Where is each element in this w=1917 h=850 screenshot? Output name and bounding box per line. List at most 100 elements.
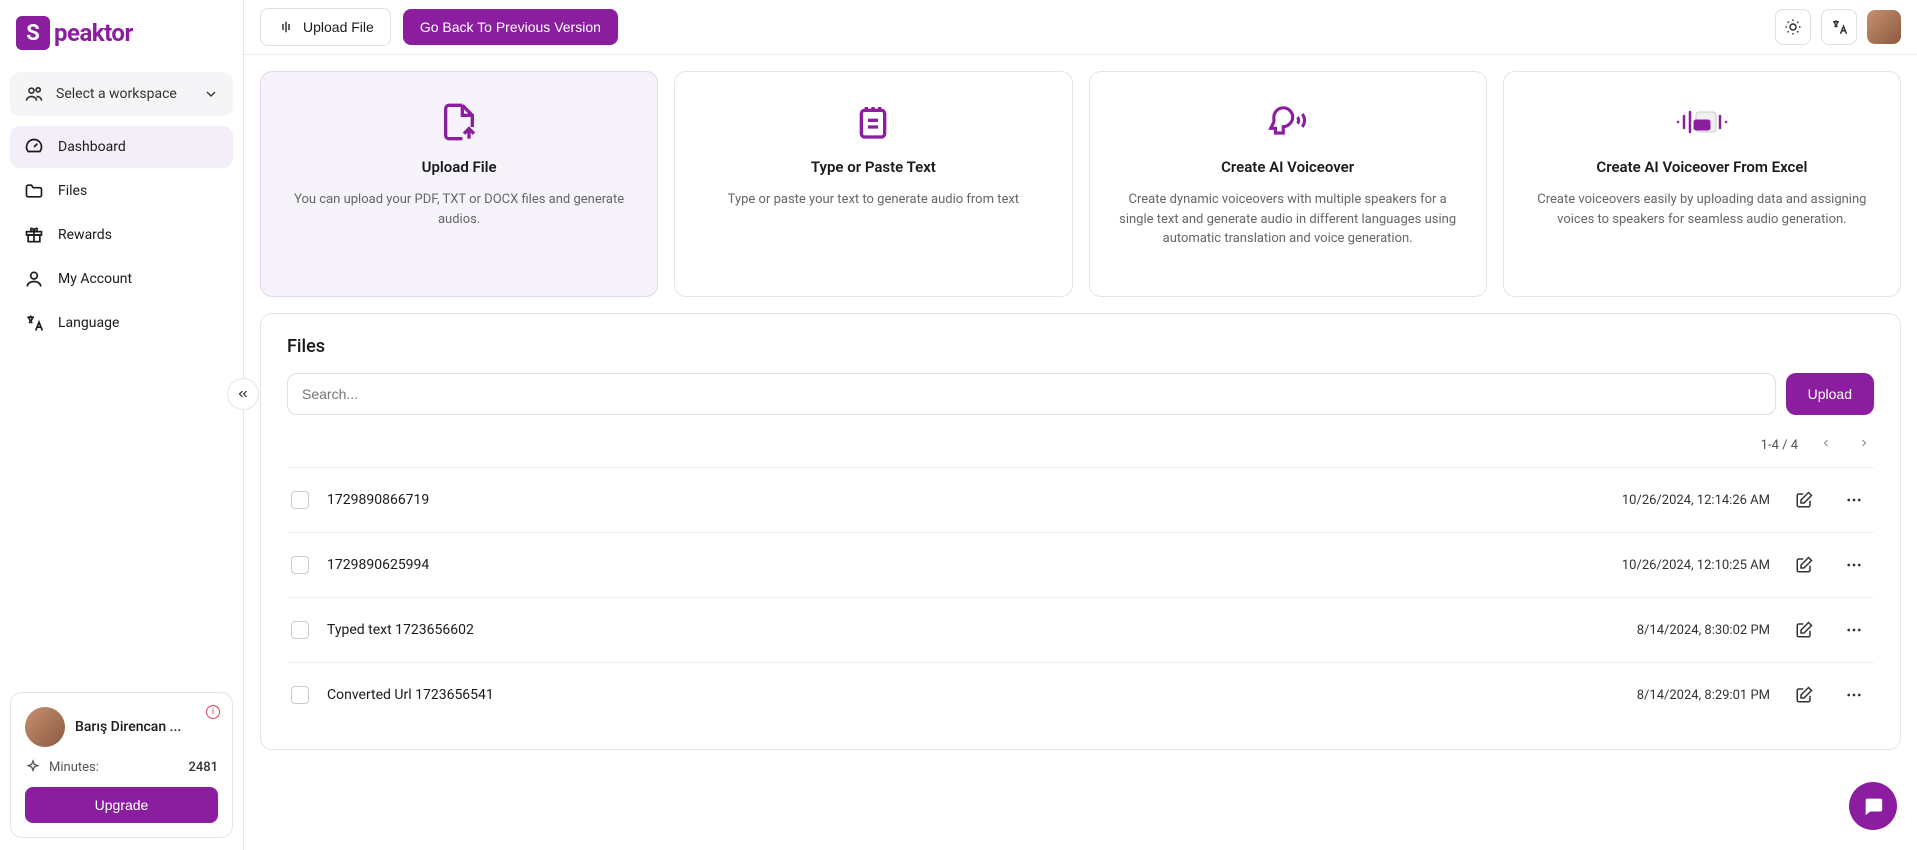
file-row[interactable]: 1729890866719 10/26/2024, 12:14:26 AM (287, 467, 1874, 532)
edit-button[interactable] (1788, 549, 1820, 581)
audio-wave-icon (277, 18, 295, 36)
more-button[interactable] (1838, 549, 1870, 581)
chevrons-left-icon (236, 387, 250, 401)
files-title: Files (287, 336, 1874, 357)
pager-prev[interactable] (1816, 433, 1836, 457)
chevron-left-icon (1820, 437, 1832, 449)
excel-audio-icon: xls (1672, 102, 1732, 142)
card-title: Create AI Voiceover From Excel (1596, 158, 1807, 176)
sidebar: S peaktor Select a workspace Dashboard F… (0, 0, 244, 850)
user-panel: Barış Direncan ... i Minutes: 2481 Upgra… (10, 692, 233, 838)
file-name: Converted Url 1723656541 (327, 687, 1552, 703)
nav-label: Language (58, 315, 119, 331)
search-input[interactable] (287, 373, 1776, 415)
sparkle-icon (25, 759, 41, 775)
nav-label: Dashboard (58, 139, 126, 155)
nav-label: My Account (58, 271, 132, 287)
gift-icon (24, 225, 44, 245)
file-date: 10/26/2024, 12:14:26 AM (1570, 493, 1770, 508)
sun-icon (1784, 18, 1802, 36)
topbar: Upload File Go Back To Previous Version (244, 0, 1917, 55)
file-name: Typed text 1723656602 (327, 622, 1552, 638)
sidebar-item-files[interactable]: Files (10, 170, 233, 212)
checkbox[interactable] (291, 621, 309, 639)
minutes-row: Minutes: 2481 (25, 759, 218, 775)
card-desc: Create voiceovers easily by uploading da… (1526, 190, 1878, 229)
notepad-icon (853, 102, 893, 142)
more-button[interactable] (1838, 614, 1870, 646)
collapse-sidebar-button[interactable] (227, 378, 259, 410)
edit-icon (1795, 556, 1813, 574)
minutes-value: 2481 (188, 760, 218, 775)
checkbox[interactable] (291, 686, 309, 704)
button-label: Upload File (303, 19, 374, 35)
info-icon: i (206, 705, 220, 719)
avatar[interactable] (1867, 10, 1901, 44)
more-button[interactable] (1838, 679, 1870, 711)
pager: 1-4 / 4 (287, 427, 1874, 467)
card-ai-voiceover[interactable]: Create AI Voiceover Create dynamic voice… (1089, 71, 1487, 297)
sidebar-item-language[interactable]: Language (10, 302, 233, 344)
card-title: Upload File (422, 158, 497, 176)
voice-icon (1266, 102, 1310, 142)
user-name: Barış Direncan ... (75, 719, 218, 735)
sidebar-item-rewards[interactable]: Rewards (10, 214, 233, 256)
upload-file-button[interactable]: Upload File (260, 8, 391, 46)
pager-next[interactable] (1854, 433, 1874, 457)
pager-range: 1-4 / 4 (1761, 438, 1798, 453)
checkbox[interactable] (291, 556, 309, 574)
upload-button[interactable]: Upload (1786, 373, 1874, 415)
checkbox[interactable] (291, 491, 309, 509)
user-icon (24, 269, 44, 289)
user-row[interactable]: Barış Direncan ... i (25, 707, 218, 747)
file-name: 1729890625994 (327, 557, 1552, 573)
users-icon (24, 84, 44, 104)
card-desc: Type or paste your text to generate audi… (728, 190, 1019, 210)
nav: Dashboard Files Rewards My Account Langu… (10, 126, 233, 344)
gauge-icon (24, 137, 44, 157)
file-row[interactable]: Converted Url 1723656541 8/14/2024, 8:29… (287, 662, 1874, 727)
edit-button[interactable] (1788, 614, 1820, 646)
chat-icon (1862, 795, 1884, 817)
chevron-down-icon (203, 86, 219, 102)
card-title: Type or Paste Text (811, 158, 936, 176)
sidebar-item-account[interactable]: My Account (10, 258, 233, 300)
more-icon (1845, 556, 1863, 574)
file-row[interactable]: Typed text 1723656602 8/14/2024, 8:30:02… (287, 597, 1874, 662)
workspace-selector[interactable]: Select a workspace (10, 72, 233, 116)
file-date: 8/14/2024, 8:29:01 PM (1570, 688, 1770, 703)
card-desc: Create dynamic voiceovers with multiple … (1112, 190, 1464, 249)
edit-button[interactable] (1788, 679, 1820, 711)
go-back-button[interactable]: Go Back To Previous Version (403, 9, 618, 45)
logo[interactable]: S peaktor (10, 12, 233, 66)
card-upload-file[interactable]: Upload File You can upload your PDF, TXT… (260, 71, 658, 297)
avatar (25, 707, 65, 747)
language-button[interactable] (1821, 9, 1857, 45)
card-type-text[interactable]: Type or Paste Text Type or paste your te… (674, 71, 1072, 297)
chat-fab[interactable] (1849, 782, 1897, 830)
file-row[interactable]: 1729890625994 10/26/2024, 12:10:25 AM (287, 532, 1874, 597)
file-name: 1729890866719 (327, 492, 1552, 508)
file-date: 8/14/2024, 8:30:02 PM (1570, 623, 1770, 638)
edit-icon (1795, 491, 1813, 509)
more-icon (1845, 621, 1863, 639)
workspace-label: Select a workspace (56, 86, 177, 102)
folder-icon (24, 181, 44, 201)
edit-icon (1795, 686, 1813, 704)
sidebar-item-dashboard[interactable]: Dashboard (10, 126, 233, 168)
logo-letter: S (26, 21, 40, 46)
logo-text: peaktor (54, 19, 133, 47)
upgrade-button[interactable]: Upgrade (25, 787, 218, 823)
translate-icon (1830, 18, 1848, 36)
theme-toggle-button[interactable] (1775, 9, 1811, 45)
translate-icon (24, 313, 44, 333)
nav-label: Files (58, 183, 87, 199)
edit-button[interactable] (1788, 484, 1820, 516)
more-icon (1845, 491, 1863, 509)
chevron-right-icon (1858, 437, 1870, 449)
more-button[interactable] (1838, 484, 1870, 516)
card-ai-voiceover-excel[interactable]: xls Create AI Voiceover From Excel Creat… (1503, 71, 1901, 297)
card-title: Create AI Voiceover (1221, 158, 1354, 176)
button-label: Go Back To Previous Version (420, 19, 601, 35)
files-panel: Files Upload 1-4 / 4 1729890866719 10/26… (260, 313, 1901, 750)
